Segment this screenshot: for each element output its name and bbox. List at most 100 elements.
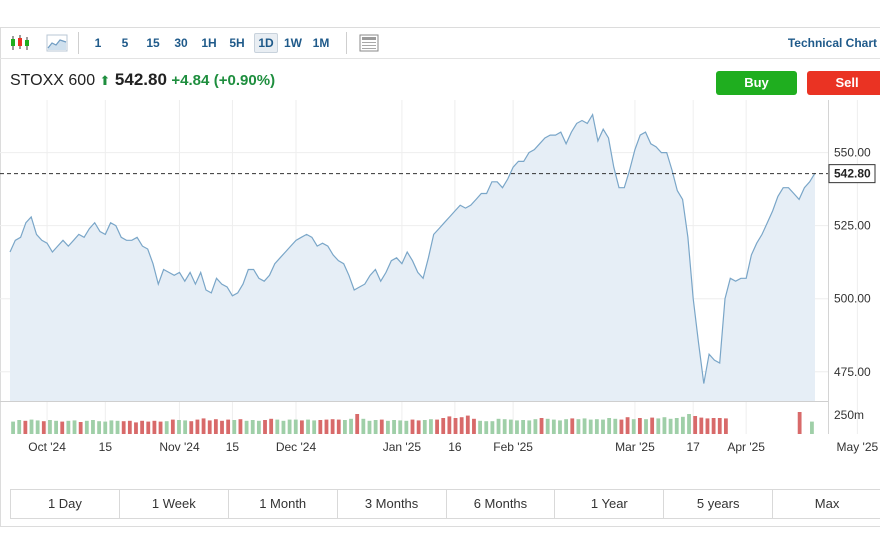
volume-bar	[521, 420, 526, 434]
range-6-months[interactable]: 6 Months	[447, 490, 556, 518]
volume-bar	[416, 420, 421, 434]
volume-bar	[717, 418, 722, 434]
candlestick-icon[interactable]	[9, 34, 31, 52]
volume-bar	[195, 419, 200, 434]
volume-bar	[502, 419, 507, 434]
volume-bar	[539, 418, 544, 434]
timeframe-15[interactable]: 15	[146, 36, 160, 50]
last-price-label: 542.80	[834, 167, 871, 181]
range-max[interactable]: Max	[814, 496, 840, 511]
volume-bar	[91, 420, 95, 434]
volume-bar	[797, 412, 802, 434]
volume-bar	[183, 420, 188, 434]
last-price-tag	[828, 164, 876, 184]
volume-bar	[810, 421, 814, 434]
technical-chart-link[interactable]: Technical Chart	[787, 36, 877, 50]
area-chart-icon[interactable]	[46, 34, 68, 52]
volume-bar	[250, 420, 255, 434]
volume-bar	[680, 416, 685, 434]
volume-bar	[299, 420, 304, 434]
volume-bar	[662, 417, 667, 434]
table-view-icon[interactable]	[358, 34, 380, 52]
buy-button[interactable]: Buy	[716, 71, 797, 95]
x-tick-label: Apr '25	[727, 440, 765, 454]
range-1-day[interactable]: 1 Day	[11, 490, 120, 518]
volume-bar	[23, 420, 28, 434]
timeframe-1d[interactable]: 1D	[254, 33, 278, 53]
volume-bar	[152, 420, 157, 434]
volume-bar	[244, 420, 249, 434]
sell-button[interactable]: Sell	[807, 71, 880, 95]
volume-bar	[429, 419, 433, 434]
volume-bar	[312, 420, 317, 434]
volume-bar	[306, 419, 310, 434]
timeframe-1m[interactable]: 1M	[312, 36, 330, 50]
volume-bar	[484, 421, 489, 434]
timeframe-5h[interactable]: 5H	[229, 36, 245, 50]
x-tick-label: Mar '25	[615, 440, 655, 454]
price-chart[interactable]: 550.00 525.00 500.00 475.00 542.80 250m Oct '2…	[0, 100, 880, 460]
volume-bar	[398, 420, 403, 434]
volume-bar	[220, 420, 224, 434]
volume-bar	[72, 420, 77, 434]
volume-bar	[527, 420, 532, 434]
volume-bar	[386, 420, 390, 434]
timeframe-1[interactable]: 1	[94, 36, 102, 50]
volume-bar	[687, 414, 691, 434]
volume-bar	[459, 417, 464, 434]
volume-bar	[545, 418, 550, 434]
range-3-months[interactable]: 3 Months	[338, 490, 447, 518]
range-5-years[interactable]: 5 years	[664, 490, 774, 518]
volume-bar	[35, 420, 40, 434]
volume-bar	[447, 416, 452, 434]
volume-bar	[361, 418, 366, 434]
volume-bar	[533, 419, 538, 434]
volume-bar	[109, 420, 114, 434]
volume-bar	[256, 420, 261, 434]
range-1-year[interactable]: 1 Year	[555, 490, 665, 518]
volume-bar	[693, 416, 698, 434]
volume-bar	[201, 418, 206, 434]
volume-bar	[607, 418, 612, 434]
volume-bar	[570, 418, 575, 434]
x-tick-label: 16	[448, 440, 462, 454]
timeframe-1h[interactable]: 1H	[201, 36, 217, 50]
y-tick-label: 525.00	[834, 219, 871, 233]
x-tick-label: 17	[687, 440, 701, 454]
volume-bar	[293, 419, 298, 434]
volume-bar	[146, 421, 151, 434]
volume-bar	[404, 420, 409, 434]
range-1-week[interactable]: 1 Week	[120, 490, 229, 518]
volume-bar	[699, 417, 704, 434]
volume-bar	[564, 419, 569, 434]
volume-bar	[723, 418, 728, 434]
volume-bar	[275, 419, 280, 434]
volume-bar	[78, 422, 83, 434]
volume-bar	[158, 421, 163, 434]
volume-bar	[472, 418, 476, 434]
timeframe-1w[interactable]: 1W	[284, 36, 302, 50]
range-selector: 1 Day 1 Week 1 Month 3 Months 6 Months 1…	[10, 489, 880, 519]
volume-bar	[84, 420, 89, 434]
volume-bar	[650, 417, 655, 434]
volume-bar	[54, 420, 58, 434]
volume-bar	[674, 418, 679, 434]
volume-bar	[17, 420, 22, 434]
volume-bar	[103, 421, 108, 434]
volume-bar	[613, 418, 618, 434]
timeframe-30[interactable]: 30	[174, 36, 188, 50]
timeframe-5[interactable]: 5	[121, 36, 129, 50]
volume-bar	[121, 421, 126, 434]
volume-bar	[558, 420, 562, 434]
volume-bar	[330, 419, 335, 434]
volume-bar	[281, 420, 286, 434]
volume-bar	[60, 421, 65, 434]
volume-bar	[631, 419, 636, 434]
volume-bar	[515, 420, 519, 434]
volume-bar	[576, 419, 581, 434]
volume-bar	[379, 419, 384, 434]
range-1-month[interactable]: 1 Month	[229, 490, 338, 518]
volume-bar	[644, 419, 648, 434]
volume-bar	[213, 419, 218, 434]
x-tick-label: 15	[99, 440, 113, 454]
